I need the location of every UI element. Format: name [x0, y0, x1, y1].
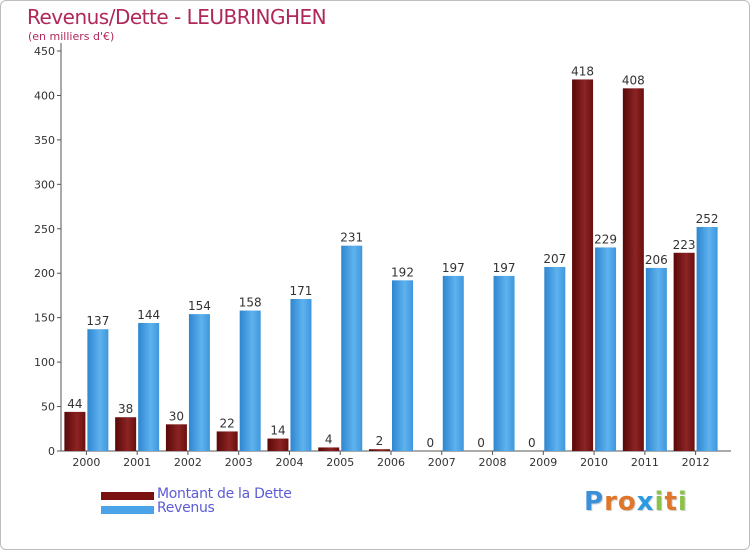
y-tick-label: 450 [34, 45, 55, 58]
data-label-debt: 14 [270, 424, 285, 438]
data-label-revenus: 158 [239, 296, 262, 310]
legend-swatch-debt [101, 492, 154, 500]
bar-revenus [87, 329, 109, 451]
bar-debt [64, 411, 86, 451]
x-tick-label: 2003 [225, 456, 253, 469]
x-tick-label: 2010 [580, 456, 608, 469]
legend-swatch-revenus [101, 506, 154, 514]
y-tick-label: 200 [34, 267, 55, 280]
bar-debt [165, 424, 187, 451]
bar-revenus [645, 267, 667, 451]
logo-letter: i [654, 487, 665, 517]
logo-letter: P [584, 487, 605, 517]
x-tick-label: 2008 [479, 456, 507, 469]
y-tick-label: 150 [34, 312, 55, 325]
data-label-debt: 2 [376, 434, 384, 448]
data-labels: 44 137 38 144 30 154 22 158 14 171 4 231 2 192 0 197 0 19… [67, 64, 718, 450]
y-tick-label: 350 [34, 134, 55, 147]
proxiti-logo: Proxiti [584, 487, 688, 517]
data-label-revenus: 206 [645, 253, 668, 267]
data-label-revenus: 192 [391, 265, 414, 279]
x-tick-label: 2006 [377, 456, 405, 469]
bar-debt [673, 252, 695, 451]
bar-revenus [392, 280, 413, 451]
bar-revenus [544, 267, 566, 451]
y-tick-label: 400 [34, 89, 55, 102]
bar-debt [216, 431, 238, 451]
data-label-revenus: 231 [340, 231, 363, 245]
logo-letter: t [664, 487, 678, 517]
y-tick-label: 100 [34, 356, 55, 369]
data-label-debt: 408 [622, 73, 645, 87]
bar-debt [369, 449, 390, 451]
data-label-debt: 44 [67, 397, 82, 411]
x-tick-label: 2004 [275, 456, 303, 469]
x-tick-label: 2011 [631, 456, 659, 469]
data-label-debt: 38 [118, 402, 133, 416]
y-tick-label: 250 [34, 223, 55, 236]
bar-revenus [341, 245, 363, 451]
x-tick-label: 2001 [123, 456, 151, 469]
x-tick-label: 2007 [428, 456, 456, 469]
x-tick-label: 2002 [174, 456, 202, 469]
legend-label-revenus: Revenus [157, 500, 215, 516]
data-label-revenus: 137 [86, 314, 109, 328]
data-label-debt: 0 [477, 436, 485, 450]
y-tick-label: 0 [48, 445, 55, 458]
data-label-revenus: 229 [594, 232, 617, 246]
data-label-debt: 4 [325, 432, 333, 446]
bar-revenus [290, 299, 312, 451]
data-label-debt: 223 [673, 238, 696, 252]
data-label-debt: 0 [426, 436, 434, 450]
data-label-revenus: 252 [696, 212, 719, 226]
bar-debt [267, 438, 289, 451]
legend-label-debt: Montant de la Dette [157, 486, 292, 502]
chart-subtitle: (en milliers d'€) [28, 30, 115, 43]
y-tick-label: 300 [34, 178, 55, 191]
bar-revenus [442, 275, 464, 451]
y-tick-label: 50 [41, 401, 55, 414]
bars [64, 79, 718, 451]
data-label-debt: 22 [220, 416, 235, 430]
data-label-debt: 0 [528, 436, 536, 450]
logo-letter: x [636, 487, 655, 517]
bar-revenus [595, 247, 617, 451]
data-label-revenus: 197 [493, 261, 516, 275]
bar-revenus [696, 227, 718, 451]
logo-letter: i [677, 487, 688, 517]
data-label-debt: 30 [169, 409, 184, 423]
logo-letter: o [617, 487, 637, 517]
bar-debt [318, 447, 340, 451]
bar-revenus [138, 323, 160, 451]
bar-debt [572, 79, 594, 451]
x-tick-label: 2000 [72, 456, 100, 469]
bar-debt [115, 417, 137, 451]
bar-debt [622, 88, 644, 451]
data-label-debt: 418 [571, 64, 594, 78]
data-label-revenus: 207 [543, 252, 566, 266]
bar-revenus [239, 310, 261, 451]
bar-revenus [188, 314, 210, 451]
chart-title: Revenus/Dette - LEUBRINGHEN [27, 5, 327, 29]
logo-letter: r [604, 487, 618, 517]
x-tick-label: 2009 [529, 456, 557, 469]
x-tick-label: 2012 [682, 456, 710, 469]
data-label-revenus: 154 [188, 299, 211, 313]
data-label-revenus: 171 [290, 284, 313, 298]
data-label-revenus: 144 [137, 308, 160, 322]
data-label-revenus: 197 [442, 261, 465, 275]
x-tick-label: 2005 [326, 456, 354, 469]
bar-revenus [493, 275, 515, 451]
